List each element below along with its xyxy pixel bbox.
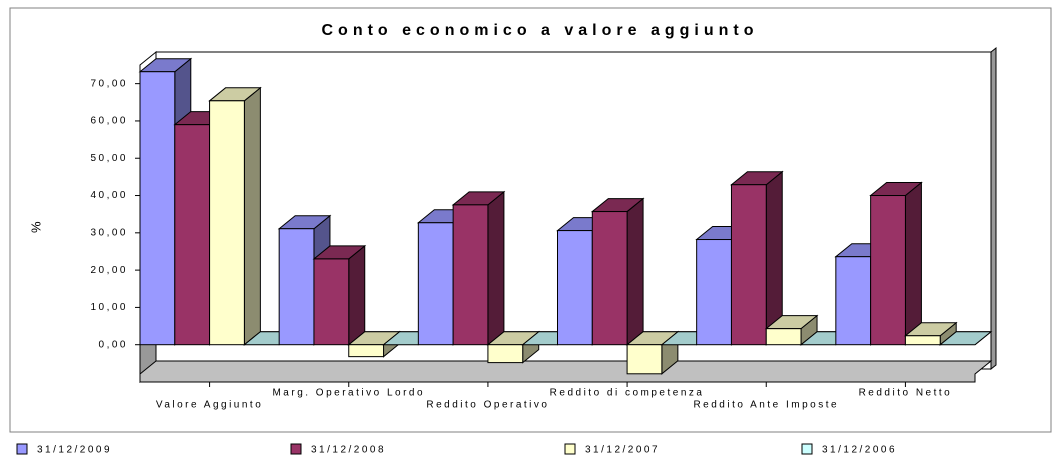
bar bbox=[904, 321, 958, 346]
bar-front bbox=[904, 335, 941, 346]
y-tick-label: 10,00 bbox=[90, 302, 128, 313]
y-tick-label: 50,00 bbox=[90, 153, 128, 164]
x-tick-label: Marg. Operativo Lordo bbox=[272, 388, 425, 399]
x-tick-label: Reddito Operativo bbox=[426, 400, 549, 411]
legend-label: 31/12/2007 bbox=[585, 445, 660, 456]
bar bbox=[590, 197, 645, 346]
bar-front bbox=[174, 124, 211, 346]
legend-label: 31/12/2006 bbox=[822, 445, 897, 456]
bar-front bbox=[313, 258, 350, 346]
bar-front bbox=[765, 328, 802, 346]
bar-side bbox=[243, 86, 261, 346]
bar-front bbox=[696, 239, 732, 346]
y-tick-label: 20,00 bbox=[90, 265, 128, 276]
bar-front bbox=[278, 228, 315, 346]
legend-swatch bbox=[801, 443, 813, 455]
legend-swatch bbox=[564, 443, 576, 455]
bar-front bbox=[417, 222, 454, 346]
bar bbox=[277, 214, 332, 346]
bar-side bbox=[348, 244, 366, 346]
y-tick-label: 70,00 bbox=[90, 78, 128, 89]
bar-side bbox=[626, 197, 644, 346]
bar-front bbox=[591, 211, 628, 346]
x-tick-label: Reddito di competenza bbox=[550, 388, 705, 399]
x-tick-label: Reddito Ante Imposte bbox=[693, 400, 839, 411]
bar-side bbox=[487, 190, 505, 346]
bar-front bbox=[626, 344, 663, 375]
bar-front bbox=[487, 344, 524, 364]
legend-swatch bbox=[16, 443, 28, 455]
bar bbox=[208, 86, 262, 346]
bar bbox=[764, 314, 819, 346]
bar bbox=[869, 181, 923, 346]
bar-front bbox=[870, 195, 906, 346]
bar bbox=[938, 331, 993, 346]
legend-swatch bbox=[290, 443, 302, 455]
bar-front bbox=[348, 344, 385, 358]
bar-front bbox=[209, 100, 245, 346]
bar-front bbox=[139, 71, 176, 346]
floor bbox=[139, 360, 993, 383]
bar bbox=[312, 244, 367, 346]
bar-top bbox=[938, 331, 993, 346]
bar-front bbox=[730, 184, 767, 346]
right-wall bbox=[990, 46, 997, 371]
x-tick-label: Reddito Netto bbox=[859, 388, 953, 399]
bar bbox=[730, 170, 784, 346]
y-tick-label: 0,00 bbox=[99, 339, 128, 350]
bar bbox=[451, 190, 506, 346]
legend-label: 31/12/2008 bbox=[311, 445, 386, 456]
bar-front bbox=[452, 204, 489, 346]
y-tick-label: 40,00 bbox=[90, 190, 128, 201]
x-tick-label: Valore Aggiunto bbox=[156, 400, 263, 411]
bar-front bbox=[557, 230, 593, 346]
bar-side bbox=[904, 181, 922, 346]
chart-title: Conto economico a valore aggiunto bbox=[321, 22, 758, 39]
y-axis-label: % bbox=[28, 219, 43, 233]
legend-label: 31/12/2009 bbox=[37, 445, 112, 456]
bar-front bbox=[835, 256, 872, 346]
y-tick-label: 30,00 bbox=[90, 227, 128, 238]
y-tick-label: 60,00 bbox=[90, 116, 128, 127]
